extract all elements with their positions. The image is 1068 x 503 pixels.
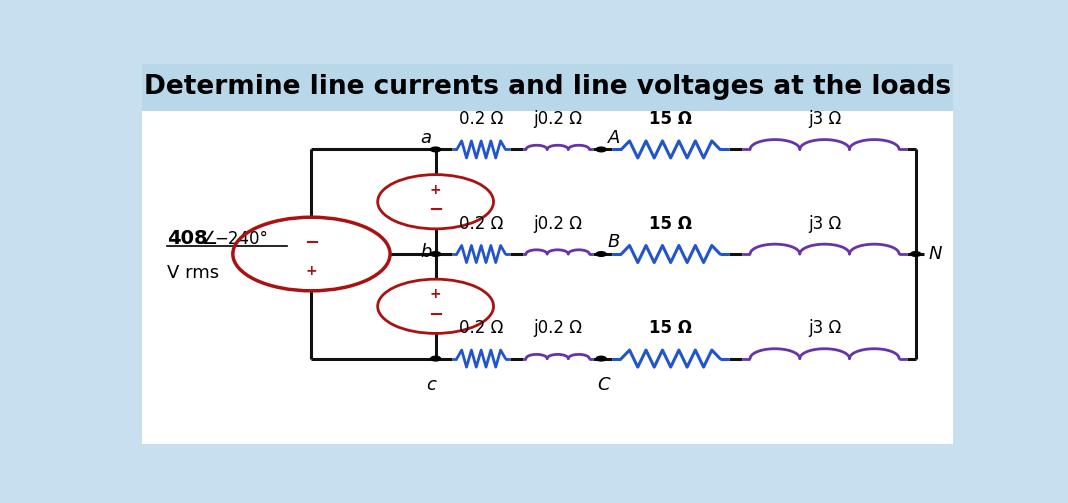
- Text: B: B: [608, 233, 621, 252]
- Text: +: +: [429, 287, 441, 301]
- Text: 0.2 Ω: 0.2 Ω: [459, 319, 503, 338]
- Circle shape: [430, 356, 441, 361]
- Text: V rms: V rms: [167, 265, 219, 282]
- Text: j3 Ω: j3 Ω: [808, 215, 842, 233]
- Text: Determine line currents and line voltages at the loads: Determine line currents and line voltage…: [144, 74, 951, 100]
- FancyBboxPatch shape: [142, 64, 953, 444]
- Text: 15 Ω: 15 Ω: [649, 319, 692, 338]
- Circle shape: [911, 252, 921, 257]
- Circle shape: [596, 356, 607, 361]
- Circle shape: [430, 147, 441, 152]
- Text: +: +: [305, 264, 317, 278]
- Text: a: a: [421, 129, 431, 147]
- Text: +: +: [429, 183, 441, 197]
- Text: −: −: [428, 306, 443, 324]
- Text: 15 Ω: 15 Ω: [649, 215, 692, 233]
- Text: b: b: [420, 243, 431, 261]
- Text: j3 Ω: j3 Ω: [808, 319, 842, 338]
- Text: c: c: [426, 376, 437, 394]
- Text: A: A: [608, 129, 621, 147]
- Circle shape: [596, 252, 607, 257]
- Text: −: −: [304, 233, 319, 252]
- Text: ∠: ∠: [202, 229, 218, 247]
- Text: 0.2 Ω: 0.2 Ω: [459, 215, 503, 233]
- Circle shape: [596, 147, 607, 152]
- Circle shape: [430, 252, 441, 257]
- Text: −240°: −240°: [215, 229, 268, 247]
- FancyBboxPatch shape: [142, 64, 953, 111]
- Text: C: C: [597, 376, 610, 394]
- Text: j0.2 Ω: j0.2 Ω: [533, 110, 582, 128]
- Text: 0.2 Ω: 0.2 Ω: [459, 110, 503, 128]
- Text: −: −: [428, 201, 443, 219]
- Text: j0.2 Ω: j0.2 Ω: [533, 319, 582, 338]
- Text: N: N: [928, 245, 942, 263]
- Text: j0.2 Ω: j0.2 Ω: [533, 215, 582, 233]
- Text: j3 Ω: j3 Ω: [808, 110, 842, 128]
- Text: 408: 408: [167, 229, 207, 248]
- Text: 15 Ω: 15 Ω: [649, 110, 692, 128]
